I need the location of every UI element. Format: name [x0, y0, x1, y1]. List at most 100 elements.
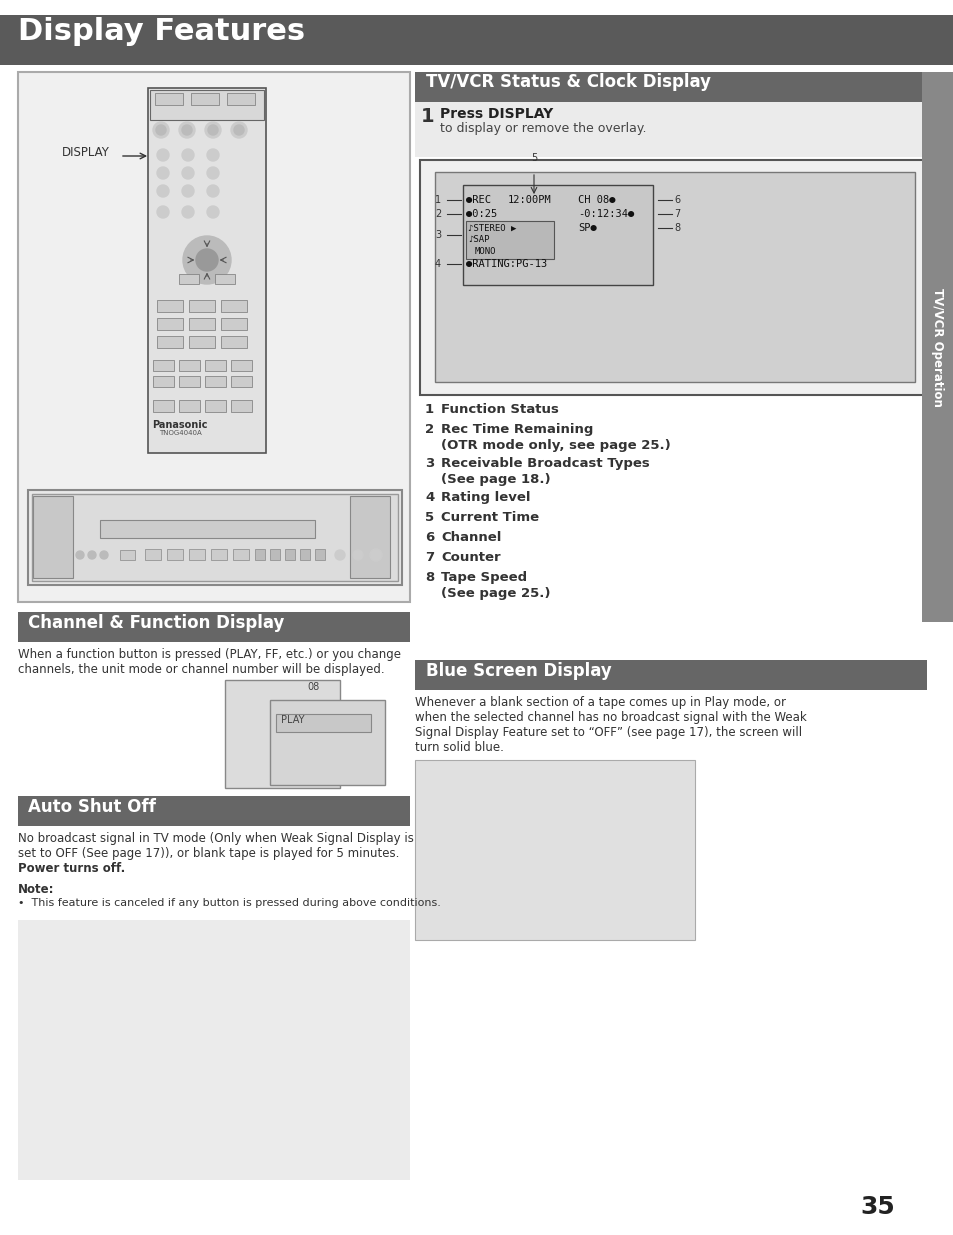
Bar: [921, 72, 953, 622]
Bar: [231, 375, 252, 387]
Text: (See page 25.): (See page 25.): [440, 587, 550, 600]
Text: Receivable Broadcast Types: Receivable Broadcast Types: [440, 457, 649, 471]
Bar: [150, 90, 264, 120]
Bar: [152, 359, 173, 370]
Text: ♪SAP: ♪SAP: [468, 236, 489, 245]
Bar: [157, 336, 183, 348]
Text: TV/VCR Status & Clock Display: TV/VCR Status & Clock Display: [426, 73, 710, 91]
Text: when the selected channel has no broadcast signal with the Weak: when the selected channel has no broadca…: [415, 711, 806, 724]
Bar: [157, 317, 183, 330]
Text: 2: 2: [424, 424, 434, 436]
Text: 8: 8: [424, 571, 434, 584]
Text: channels, the unit mode or channel number will be displayed.: channels, the unit mode or channel numbe…: [18, 663, 384, 676]
Text: •  This feature is canceled if any button is pressed during above conditions.: • This feature is canceled if any button…: [18, 898, 440, 908]
Text: 1: 1: [435, 195, 440, 205]
Bar: [465, 221, 554, 259]
Bar: [18, 920, 410, 1179]
Text: ●REC: ●REC: [465, 195, 491, 205]
Bar: [314, 550, 325, 559]
Text: 7: 7: [424, 551, 434, 564]
Circle shape: [231, 122, 247, 138]
Text: 8: 8: [673, 224, 679, 233]
Text: 1: 1: [424, 403, 434, 416]
Text: 08: 08: [308, 682, 319, 692]
Text: Counter: Counter: [440, 551, 500, 564]
Circle shape: [208, 125, 218, 135]
Text: Display Features: Display Features: [18, 17, 305, 46]
Text: 4: 4: [424, 492, 434, 504]
Bar: [227, 93, 254, 105]
Text: 3: 3: [424, 457, 434, 471]
Text: Press DISPLAY: Press DISPLAY: [439, 107, 553, 121]
Bar: [18, 797, 410, 826]
Bar: [189, 550, 205, 559]
Bar: [145, 550, 161, 559]
Bar: [419, 161, 924, 395]
Text: Channel & Function Display: Channel & Function Display: [28, 614, 284, 632]
Bar: [18, 613, 410, 642]
Bar: [350, 496, 390, 578]
Circle shape: [156, 125, 166, 135]
Circle shape: [76, 551, 84, 559]
Text: 7: 7: [673, 209, 679, 219]
Circle shape: [100, 551, 108, 559]
Text: turn solid blue.: turn solid blue.: [415, 741, 503, 755]
Bar: [415, 659, 926, 690]
Text: Current Time: Current Time: [440, 511, 538, 524]
Circle shape: [157, 167, 169, 179]
Text: Function Status: Function Status: [440, 403, 558, 416]
Bar: [214, 274, 234, 284]
Text: 5: 5: [424, 511, 434, 524]
Text: Rating level: Rating level: [440, 492, 530, 504]
Bar: [18, 72, 410, 601]
Circle shape: [370, 550, 381, 561]
Bar: [120, 550, 135, 559]
Text: Auto Shut Off: Auto Shut Off: [28, 798, 155, 816]
Bar: [231, 359, 252, 370]
Bar: [179, 274, 199, 284]
Circle shape: [182, 149, 193, 161]
Text: Power turns off.: Power turns off.: [18, 862, 125, 876]
Text: ●0:25: ●0:25: [465, 209, 497, 219]
Bar: [100, 520, 314, 538]
Text: Tape Speed: Tape Speed: [440, 571, 527, 584]
Text: 35: 35: [860, 1195, 894, 1219]
Text: PLAY: PLAY: [281, 715, 304, 725]
Circle shape: [353, 550, 363, 559]
Text: TV/VCR Operation: TV/VCR Operation: [930, 288, 943, 406]
Text: Whenever a blank section of a tape comes up in Play mode, or: Whenever a blank section of a tape comes…: [415, 697, 785, 709]
Text: Signal Display Feature set to “OFF” (see page 17), the screen will: Signal Display Feature set to “OFF” (see…: [415, 726, 801, 739]
Bar: [191, 93, 219, 105]
Bar: [221, 300, 247, 312]
Bar: [270, 550, 280, 559]
Text: Panasonic: Panasonic: [152, 420, 208, 430]
Bar: [28, 490, 401, 585]
Circle shape: [182, 206, 193, 219]
Text: 6: 6: [673, 195, 679, 205]
Text: 1: 1: [420, 107, 435, 126]
Bar: [415, 760, 695, 940]
Circle shape: [157, 206, 169, 219]
Text: TNOG4040A: TNOG4040A: [158, 430, 201, 436]
Text: ●RATING:PG-13: ●RATING:PG-13: [465, 259, 547, 269]
Text: Channel: Channel: [440, 531, 501, 543]
Text: 4: 4: [435, 259, 440, 269]
Text: ♪STEREO ▶: ♪STEREO ▶: [468, 224, 516, 232]
Circle shape: [182, 185, 193, 198]
Bar: [152, 375, 173, 387]
Bar: [462, 185, 652, 285]
Circle shape: [207, 167, 219, 179]
Bar: [221, 336, 247, 348]
Text: SP●: SP●: [578, 224, 597, 233]
Bar: [167, 550, 183, 559]
Bar: [205, 359, 226, 370]
Text: MONO: MONO: [475, 247, 496, 257]
Bar: [189, 336, 214, 348]
Text: 5: 5: [530, 153, 537, 163]
Bar: [189, 300, 214, 312]
Circle shape: [233, 125, 244, 135]
Text: 6: 6: [424, 531, 434, 543]
Circle shape: [195, 249, 218, 270]
Bar: [233, 550, 249, 559]
Circle shape: [157, 149, 169, 161]
